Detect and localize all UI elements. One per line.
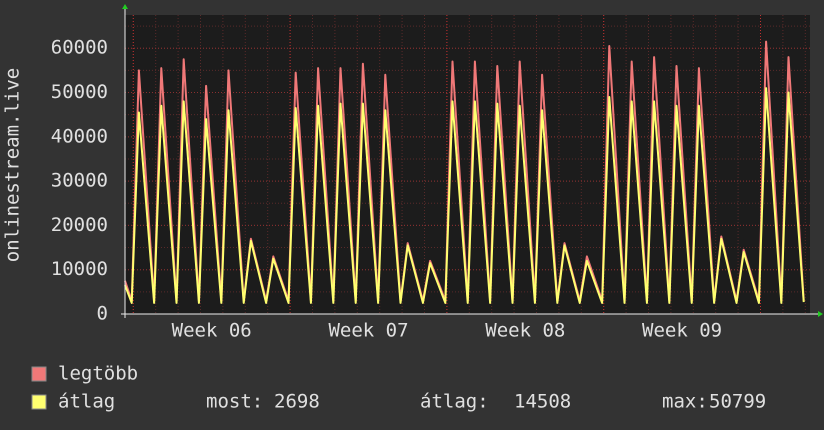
y-tick-label: 30000 (51, 170, 108, 192)
y-tick-label: 20000 (51, 214, 108, 236)
x-tick-label: Week 07 (328, 320, 408, 342)
x-tick-label: Week 08 (485, 320, 565, 342)
x-tick-label: Week 09 (642, 320, 722, 342)
legend-swatch (31, 366, 47, 382)
x-tick-label: Week 06 (172, 320, 252, 342)
y-tick-label: 50000 (51, 81, 108, 103)
axis-arrow (122, 4, 128, 9)
stat-value: 2698 (274, 391, 320, 413)
stat-label: most: (206, 391, 263, 413)
y-tick-label: 60000 (51, 37, 108, 59)
stat-value: 50799 (709, 391, 766, 413)
legend-swatch (31, 394, 47, 410)
legend-label: legtöbb (58, 363, 138, 385)
stat-value: 14508 (514, 391, 571, 413)
stat-label: átlag: (420, 391, 489, 413)
legend-label: átlag (58, 391, 115, 413)
y-axis-label: onlinestream.live (2, 68, 24, 262)
y-tick-label: 0 (97, 303, 108, 325)
series-line (124, 87, 805, 304)
stat-label: max: (662, 391, 708, 413)
y-tick-label: 10000 (51, 258, 108, 280)
axis-arrow (818, 311, 823, 317)
y-tick-label: 40000 (51, 125, 108, 147)
plot-area (125, 15, 810, 314)
